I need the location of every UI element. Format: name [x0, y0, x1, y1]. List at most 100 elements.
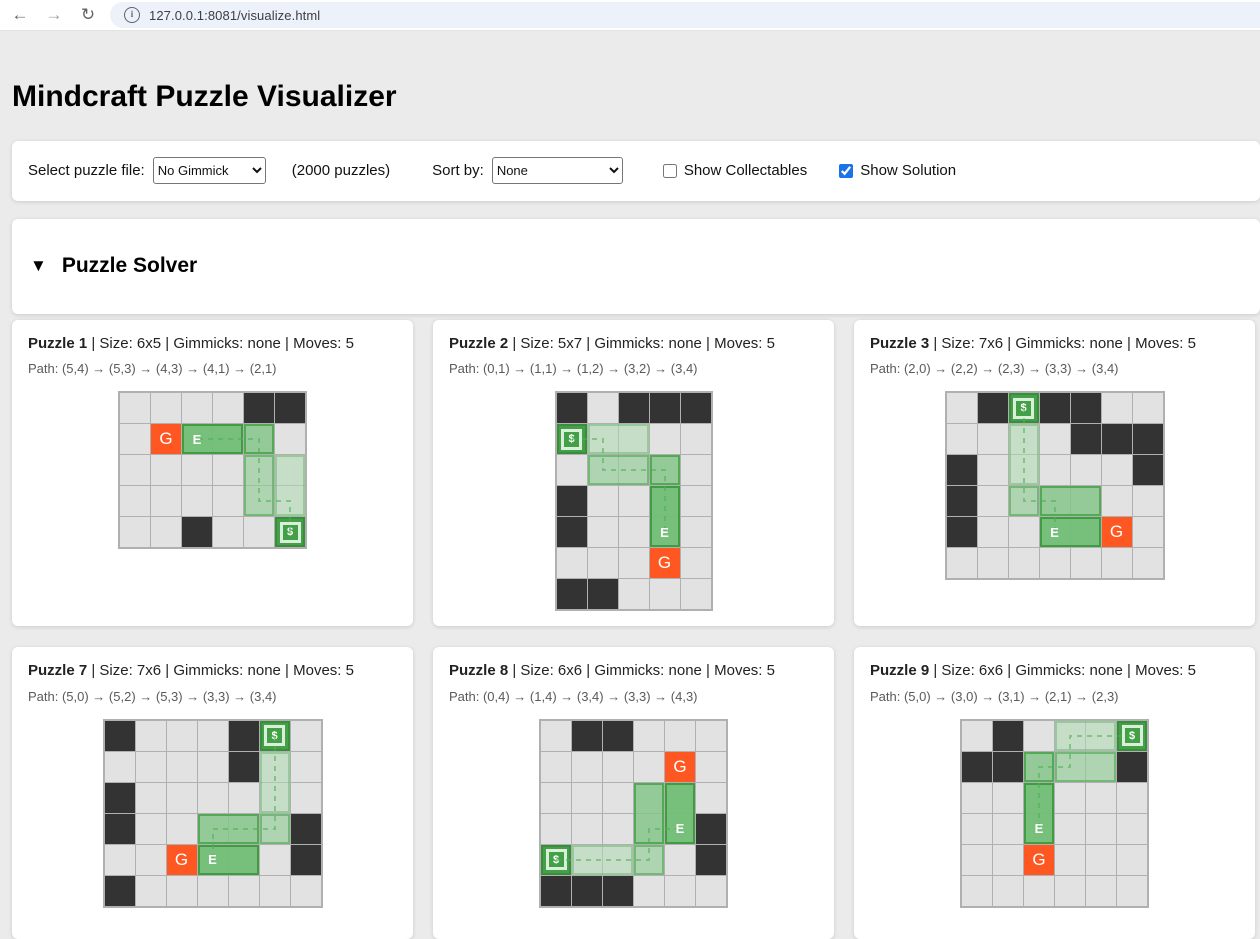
grid-cell	[1102, 548, 1132, 578]
show-collectables-checkbox[interactable]	[663, 164, 677, 178]
grid-cell	[182, 486, 212, 516]
grid-cell	[198, 845, 228, 875]
url-bar[interactable]: i 127.0.0.1:8081/visualize.html	[110, 2, 1260, 28]
puzzle-grid-wrap: G$E	[118, 391, 307, 549]
grid-cell	[151, 486, 181, 516]
grid-cell	[1133, 486, 1163, 516]
grid-cell	[167, 752, 197, 782]
grid-cell	[1133, 548, 1163, 578]
show-solution-toggle[interactable]: Show Solution	[839, 162, 956, 179]
grid-cell	[634, 876, 664, 906]
puzzle-name: Puzzle 2	[449, 335, 508, 352]
grid-cell	[260, 876, 290, 906]
grid-cell	[634, 721, 664, 751]
grid-cell	[151, 517, 181, 547]
grid-cell	[665, 876, 695, 906]
start-cell: $	[1009, 393, 1039, 423]
wall-cell	[603, 721, 633, 751]
grid-cell	[1040, 455, 1070, 485]
grid-cell	[978, 486, 1008, 516]
browser-chrome: ← → ↻ i 127.0.0.1:8081/visualize.html	[0, 0, 1260, 31]
start-dollar-icon: $	[264, 725, 285, 746]
grid-cell	[1086, 845, 1116, 875]
puzzle-grid: $G	[103, 719, 323, 908]
wall-cell	[1071, 424, 1101, 454]
grid-cell	[1133, 393, 1163, 423]
wall-cell	[557, 486, 587, 516]
wall-cell	[603, 876, 633, 906]
grid-cell	[665, 721, 695, 751]
grid-cell	[244, 517, 274, 547]
puzzle-solver-header[interactable]: ▼ Puzzle Solver	[12, 219, 1260, 314]
sort-label: Sort by:	[432, 162, 484, 179]
back-button[interactable]: ←	[6, 1, 34, 29]
grid-cell	[229, 845, 259, 875]
wall-cell	[229, 721, 259, 751]
grid-cell	[1040, 486, 1070, 516]
grid-cell	[993, 783, 1023, 813]
grid-cell	[1055, 752, 1085, 782]
forward-button[interactable]: →	[40, 1, 68, 29]
grid-cell	[603, 783, 633, 813]
grid-cell	[588, 517, 618, 547]
puzzle-grid: $G	[555, 391, 713, 611]
grid-cell	[1055, 783, 1085, 813]
grid-cell	[619, 579, 649, 609]
puzzle-name: Puzzle 9	[870, 662, 929, 679]
wall-cell	[572, 721, 602, 751]
wall-cell	[1133, 455, 1163, 485]
puzzle-name: Puzzle 3	[870, 335, 929, 352]
grid-cell	[962, 876, 992, 906]
wall-cell	[962, 752, 992, 782]
refresh-button[interactable]: ↻	[74, 1, 102, 29]
puzzle-grid: G$	[539, 719, 728, 908]
grid-cell	[1071, 548, 1101, 578]
grid-cell	[619, 517, 649, 547]
show-solution-checkbox[interactable]	[839, 164, 853, 178]
puzzle-file-select[interactable]: No Gimmick	[153, 157, 266, 184]
grid-cell	[229, 814, 259, 844]
grid-cell	[603, 845, 633, 875]
grid-cell	[696, 783, 726, 813]
page-title: Mindcraft Puzzle Visualizer	[12, 81, 1260, 113]
page-info-icon[interactable]: i	[124, 7, 140, 23]
controls-bar: Select puzzle file: No Gimmick (2000 puz…	[12, 141, 1260, 201]
grid-cell	[947, 424, 977, 454]
grid-cell	[681, 548, 711, 578]
puzzle-grid-wrap: G$E	[539, 719, 728, 908]
grid-cell	[572, 845, 602, 875]
wall-cell	[105, 814, 135, 844]
grid-cell	[105, 752, 135, 782]
grid-cell	[993, 845, 1023, 875]
grid-cell	[260, 783, 290, 813]
grid-cell	[634, 814, 664, 844]
grid-cell	[619, 455, 649, 485]
grid-cell	[1009, 548, 1039, 578]
wall-cell	[1071, 393, 1101, 423]
grid-cell	[962, 845, 992, 875]
wall-cell	[557, 393, 587, 423]
sort-select[interactable]: None	[492, 157, 623, 184]
grid-cell	[1117, 814, 1147, 844]
grid-cell	[213, 486, 243, 516]
start-cell: $	[275, 517, 305, 547]
grid-cell	[120, 393, 150, 423]
grid-cell	[182, 393, 212, 423]
grid-cell	[1024, 814, 1054, 844]
puzzle-name: Puzzle 7	[28, 662, 87, 679]
grid-cell	[275, 455, 305, 485]
puzzle-card: Puzzle 3 | Size: 7x6 | Gimmicks: none | …	[854, 320, 1255, 627]
start-dollar-icon: $	[546, 849, 567, 870]
grid-cell	[1040, 517, 1070, 547]
wall-cell	[947, 486, 977, 516]
grid-cell	[947, 393, 977, 423]
puzzle-path: Path: (5,0) → (5,2) → (5,3) → (3,3) → (3…	[28, 689, 397, 706]
show-collectables-toggle[interactable]: Show Collectables	[663, 162, 807, 179]
puzzle-card: Puzzle 2 | Size: 5x7 | Gimmicks: none | …	[433, 320, 834, 627]
grid-cell	[229, 783, 259, 813]
grid-cell	[1009, 486, 1039, 516]
grid-cell	[557, 548, 587, 578]
puzzle-grid: $G	[960, 719, 1149, 908]
grid-cell	[1086, 721, 1116, 751]
